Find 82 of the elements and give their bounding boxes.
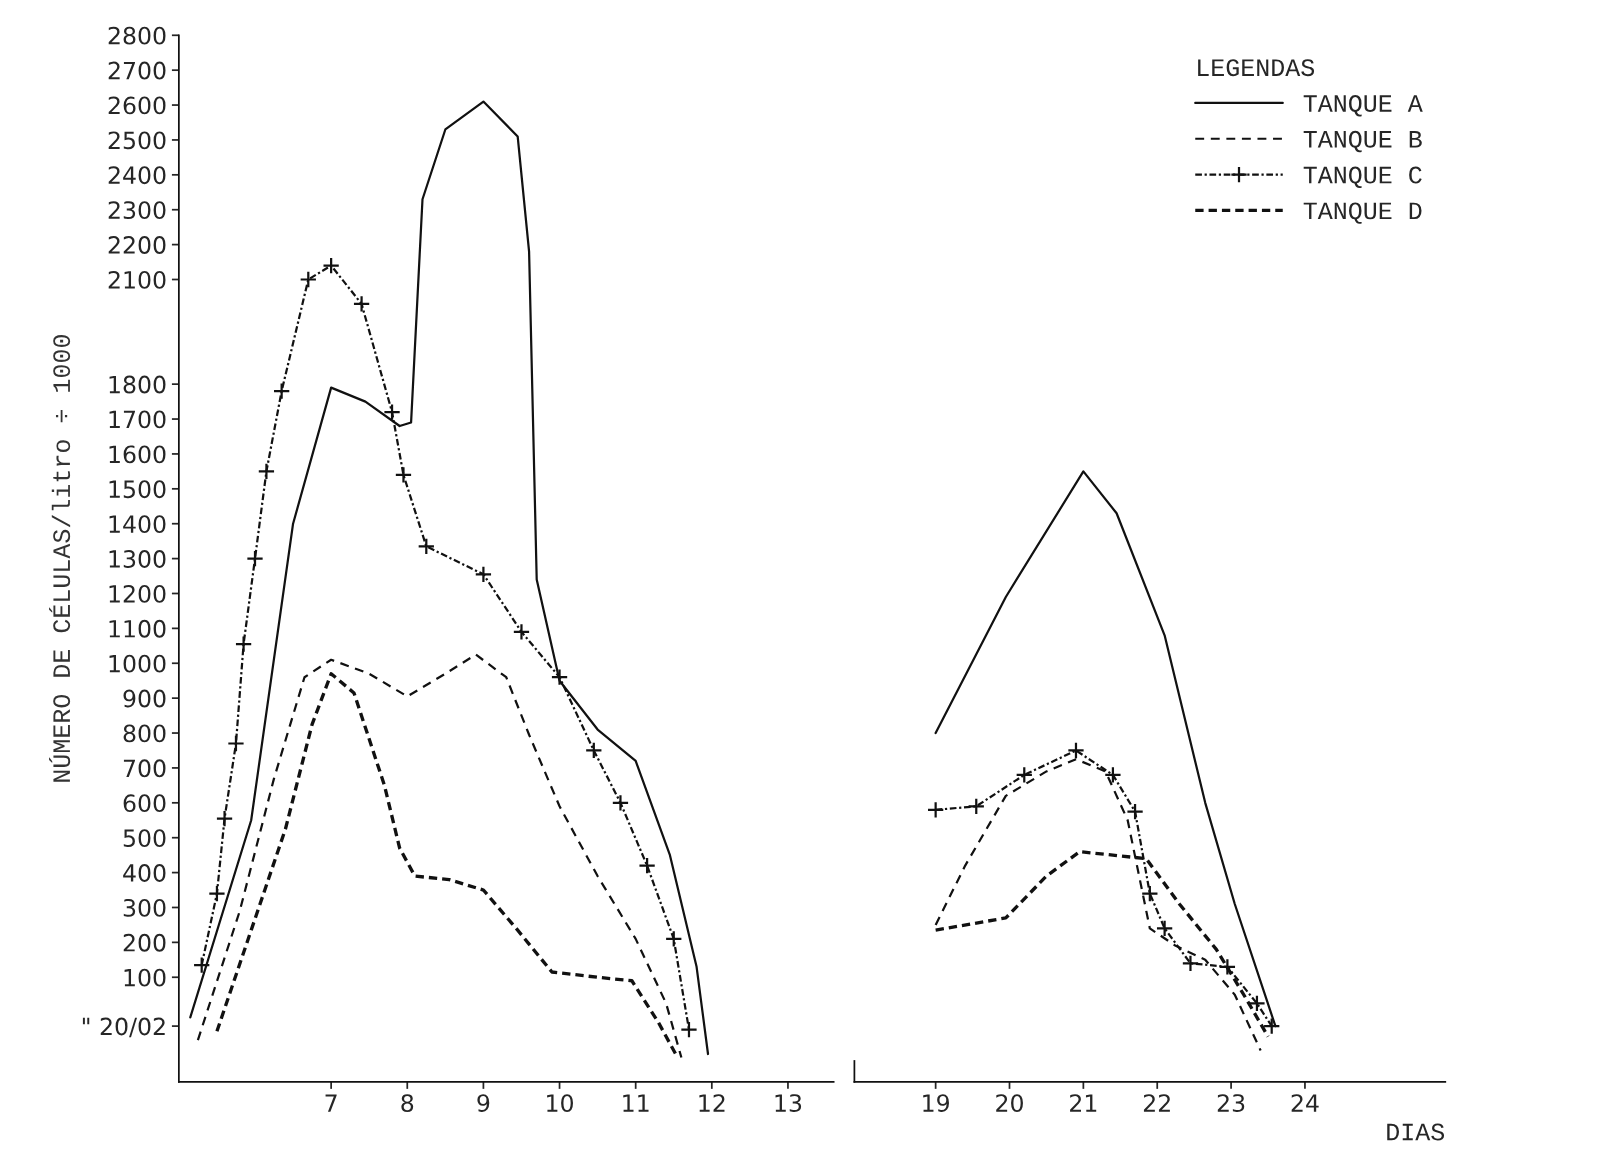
- y-tick-label: 1200: [109, 584, 166, 603]
- y-axis-title: NÚMERO DE CÉLULAS/litro ÷ 1000: [49, 335, 71, 782]
- x-tick-label: 13: [775, 1094, 802, 1112]
- x-tick-label: 22: [1143, 1094, 1170, 1112]
- point: [227, 734, 245, 753]
- y-tick-label: 1300: [109, 550, 166, 568]
- point: [512, 623, 531, 641]
- y-tick-label: 400: [123, 864, 166, 882]
- point: [352, 295, 371, 313]
- y-tick-label: 200: [123, 933, 166, 952]
- x-tick-label: 11: [623, 1094, 649, 1112]
- x-tick-label: 21: [1070, 1094, 1097, 1112]
- point: [638, 856, 656, 875]
- point: [383, 403, 401, 421]
- point: [299, 270, 318, 289]
- point: [394, 466, 413, 484]
- y-tick-label: 1800: [109, 375, 166, 394]
- point: [1218, 958, 1237, 976]
- y-tick-label: 2500: [108, 131, 166, 150]
- line-series: [189, 100, 710, 1056]
- point: [257, 462, 276, 481]
- y-tick-label: 300: [123, 898, 166, 917]
- point: [272, 382, 291, 400]
- y-tick-label: 1400: [109, 515, 166, 534]
- x-tick-label: 12: [699, 1094, 725, 1112]
- y-tick-label: 900: [123, 689, 166, 708]
- point: [474, 565, 493, 584]
- x-tick-label: 23: [1217, 1094, 1245, 1112]
- point: [1155, 919, 1174, 938]
- y-tick-label: 1600: [109, 445, 166, 464]
- y-tick-label: 600: [123, 794, 166, 813]
- x-tick-label: 7: [325, 1094, 337, 1112]
- point: [208, 884, 226, 903]
- x-tick-label: 24: [1291, 1094, 1319, 1112]
- x-tick-label: 19: [923, 1094, 949, 1112]
- point: [665, 930, 683, 948]
- y-tick-label: 1500: [109, 480, 166, 499]
- y-tick-label: " 20/02: [82, 1017, 165, 1038]
- point: [611, 794, 630, 812]
- point: [1126, 802, 1144, 821]
- point: [417, 537, 436, 556]
- y-tick-label: 2700: [108, 61, 166, 80]
- y-tick-label: 1100: [109, 619, 166, 638]
- y-tick-label: 2400: [108, 166, 166, 185]
- y-tick-label: 100: [124, 968, 166, 987]
- y-tick-label: 2100: [108, 270, 166, 289]
- point: [1262, 1017, 1281, 1035]
- point: [246, 549, 264, 568]
- point: [234, 635, 253, 653]
- x-tick-label: 10: [547, 1094, 573, 1112]
- point: [585, 741, 603, 760]
- y-tick-label: 2300: [108, 201, 166, 220]
- x-tick-label: 8: [401, 1094, 414, 1112]
- legend-label: TANQUE C: [1303, 166, 1422, 189]
- point: [1141, 884, 1159, 903]
- point: [1248, 994, 1266, 1013]
- point: [926, 801, 945, 819]
- point: [192, 956, 211, 974]
- x-tick-label: 9: [477, 1094, 490, 1112]
- point: [215, 809, 234, 828]
- y-tick-label: 800: [123, 724, 166, 743]
- x-tick-label: 20: [996, 1094, 1023, 1112]
- point: [967, 797, 986, 816]
- point: [322, 256, 340, 275]
- y-tick-label: 2600: [108, 96, 166, 115]
- point: [1181, 954, 1200, 973]
- legend-title: LEGENDAS: [1198, 59, 1315, 77]
- x-axis-title: DIAS: [1387, 1123, 1445, 1141]
- point: [680, 1020, 698, 1039]
- y-tick-label: 500: [123, 829, 166, 848]
- legend-label: TANQUE A: [1303, 94, 1423, 117]
- point: [1104, 766, 1122, 784]
- legend-label: TANQUE D: [1303, 202, 1422, 224]
- point: [550, 668, 569, 686]
- y-tick-label: 2200: [108, 236, 166, 254]
- point: [1067, 741, 1085, 760]
- legend-label: TANQUE B: [1303, 130, 1422, 153]
- y-tick-label: 700: [123, 759, 166, 778]
- y-tick-label: 1000: [109, 654, 166, 673]
- point: [1015, 766, 1034, 784]
- y-tick-label: 1700: [109, 410, 166, 429]
- y-tick-label: 2800: [108, 26, 166, 45]
